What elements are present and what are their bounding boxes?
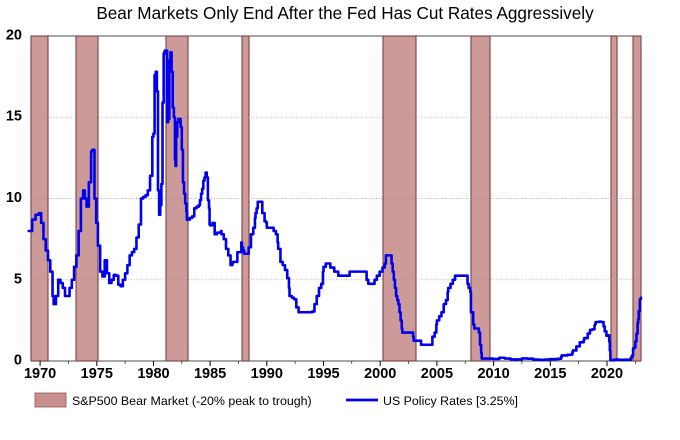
svg-text:Bear Markets Only End After th: Bear Markets Only End After the Fed Has … [96, 3, 594, 23]
svg-text:10: 10 [6, 190, 22, 206]
svg-text:5: 5 [14, 271, 22, 287]
svg-text:1970: 1970 [24, 366, 56, 382]
svg-text:2015: 2015 [534, 366, 566, 382]
svg-text:0: 0 [14, 353, 22, 369]
svg-text:15: 15 [6, 109, 22, 125]
svg-text:1975: 1975 [81, 366, 113, 382]
svg-text:S&P500 Bear Market (-20% peak: S&P500 Bear Market (-20% peak to trough) [72, 394, 312, 408]
svg-text:20: 20 [6, 28, 22, 44]
svg-text:2005: 2005 [421, 366, 453, 382]
svg-text:1990: 1990 [251, 366, 283, 382]
svg-text:1995: 1995 [307, 366, 339, 382]
svg-text:1985: 1985 [194, 366, 226, 382]
svg-text:2000: 2000 [364, 366, 396, 382]
svg-text:2010: 2010 [477, 366, 509, 382]
svg-text:2020: 2020 [591, 366, 623, 382]
svg-text:US Policy Rates [3.25%]: US Policy Rates [3.25%] [383, 394, 518, 408]
svg-text:1980: 1980 [137, 366, 169, 382]
